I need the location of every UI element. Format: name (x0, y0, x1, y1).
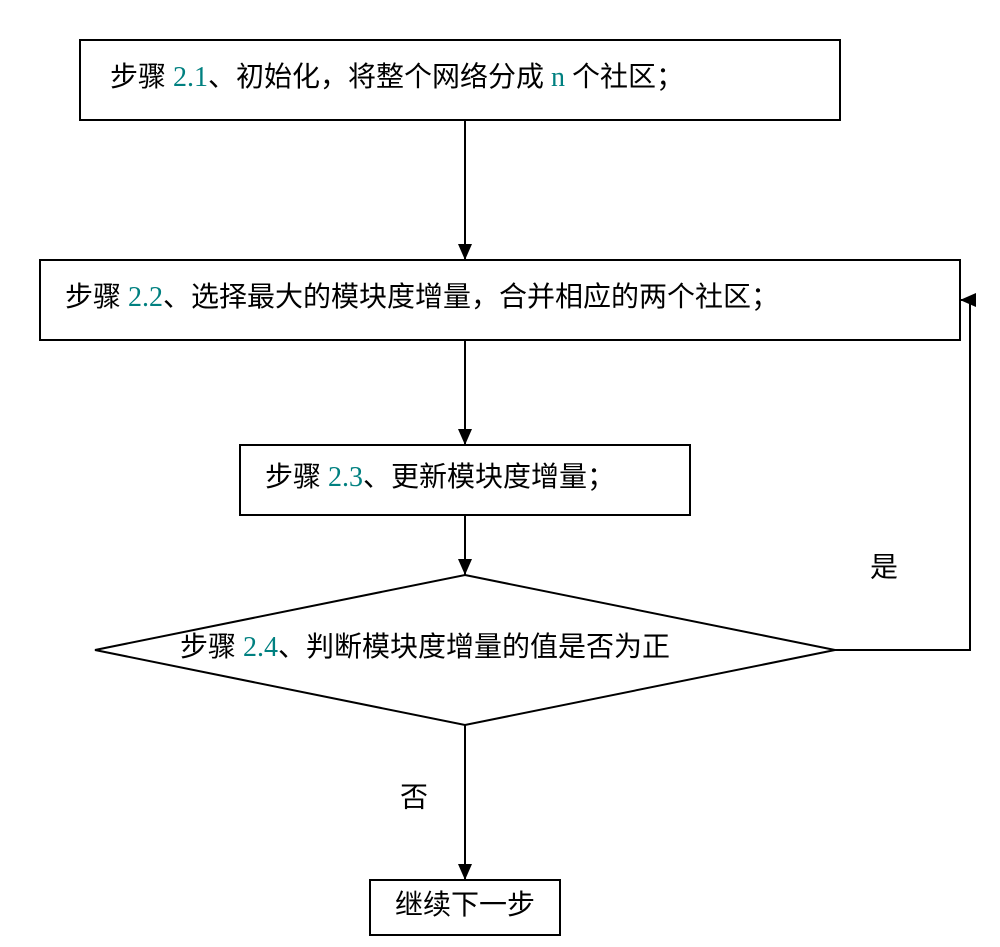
edge-e5-yes (835, 300, 970, 650)
arrowhead (458, 559, 472, 575)
node-next-label: 继续下一步 (395, 889, 535, 921)
node-s23-label: 步骤 2.3、更新模块度增量； (265, 461, 615, 493)
node-next: 继续下一步 (370, 880, 560, 935)
node-s24: 步骤 2.4、判断模块度增量的值是否为正 (95, 575, 835, 725)
label-no: 否 (400, 782, 428, 813)
arrowhead (458, 244, 472, 260)
node-s22: 步骤 2.2、选择最大的模块度增量，合并相应的两个社区； (40, 260, 960, 340)
arrowhead (458, 864, 472, 880)
node-s22-label: 步骤 2.2、选择最大的模块度增量，合并相应的两个社区； (65, 281, 779, 313)
node-s24-label: 步骤 2.4、判断模块度增量的值是否为正 (180, 631, 670, 663)
node-s21-label: 步骤 2.1、初始化，将整个网络分成 n 个社区； (110, 61, 684, 93)
arrowhead (960, 293, 976, 307)
label-yes: 是 (870, 552, 898, 583)
node-s21: 步骤 2.1、初始化，将整个网络分成 n 个社区； (80, 40, 840, 120)
node-s23: 步骤 2.3、更新模块度增量； (240, 445, 690, 515)
arrowhead (458, 429, 472, 445)
